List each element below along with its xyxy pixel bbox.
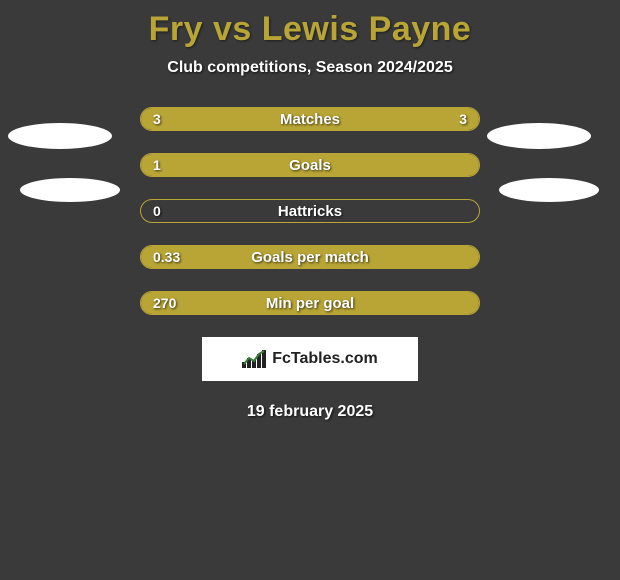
stat-bar: 1Goals (140, 153, 480, 177)
logo-chart-icon (242, 350, 266, 368)
stat-bar: 0Hattricks (140, 199, 480, 223)
subtitle-text: Club competitions, Season 2024/2025 (0, 59, 620, 77)
logo-text: FcTables.com (272, 350, 378, 368)
decorative-ellipse (487, 123, 591, 149)
stat-row: 0.33Goals per match (0, 245, 620, 269)
stat-label: Goals (141, 154, 479, 176)
stat-row: 0Hattricks (0, 199, 620, 223)
stat-label: Min per goal (141, 292, 479, 314)
stat-row: 1Goals (0, 153, 620, 177)
page-title: Fry vs Lewis Payne (0, 0, 620, 49)
stat-label: Hattricks (141, 200, 479, 222)
decorative-ellipse (20, 178, 120, 202)
stat-bar: 33Matches (140, 107, 480, 131)
stat-row: 270Min per goal (0, 291, 620, 315)
stat-label: Goals per match (141, 246, 479, 268)
stat-bar: 0.33Goals per match (140, 245, 480, 269)
decorative-ellipse (8, 123, 112, 149)
site-logo: FcTables.com (202, 337, 418, 381)
date-text: 19 february 2025 (0, 403, 620, 421)
stat-label: Matches (141, 108, 479, 130)
decorative-ellipse (499, 178, 599, 202)
stat-bar: 270Min per goal (140, 291, 480, 315)
